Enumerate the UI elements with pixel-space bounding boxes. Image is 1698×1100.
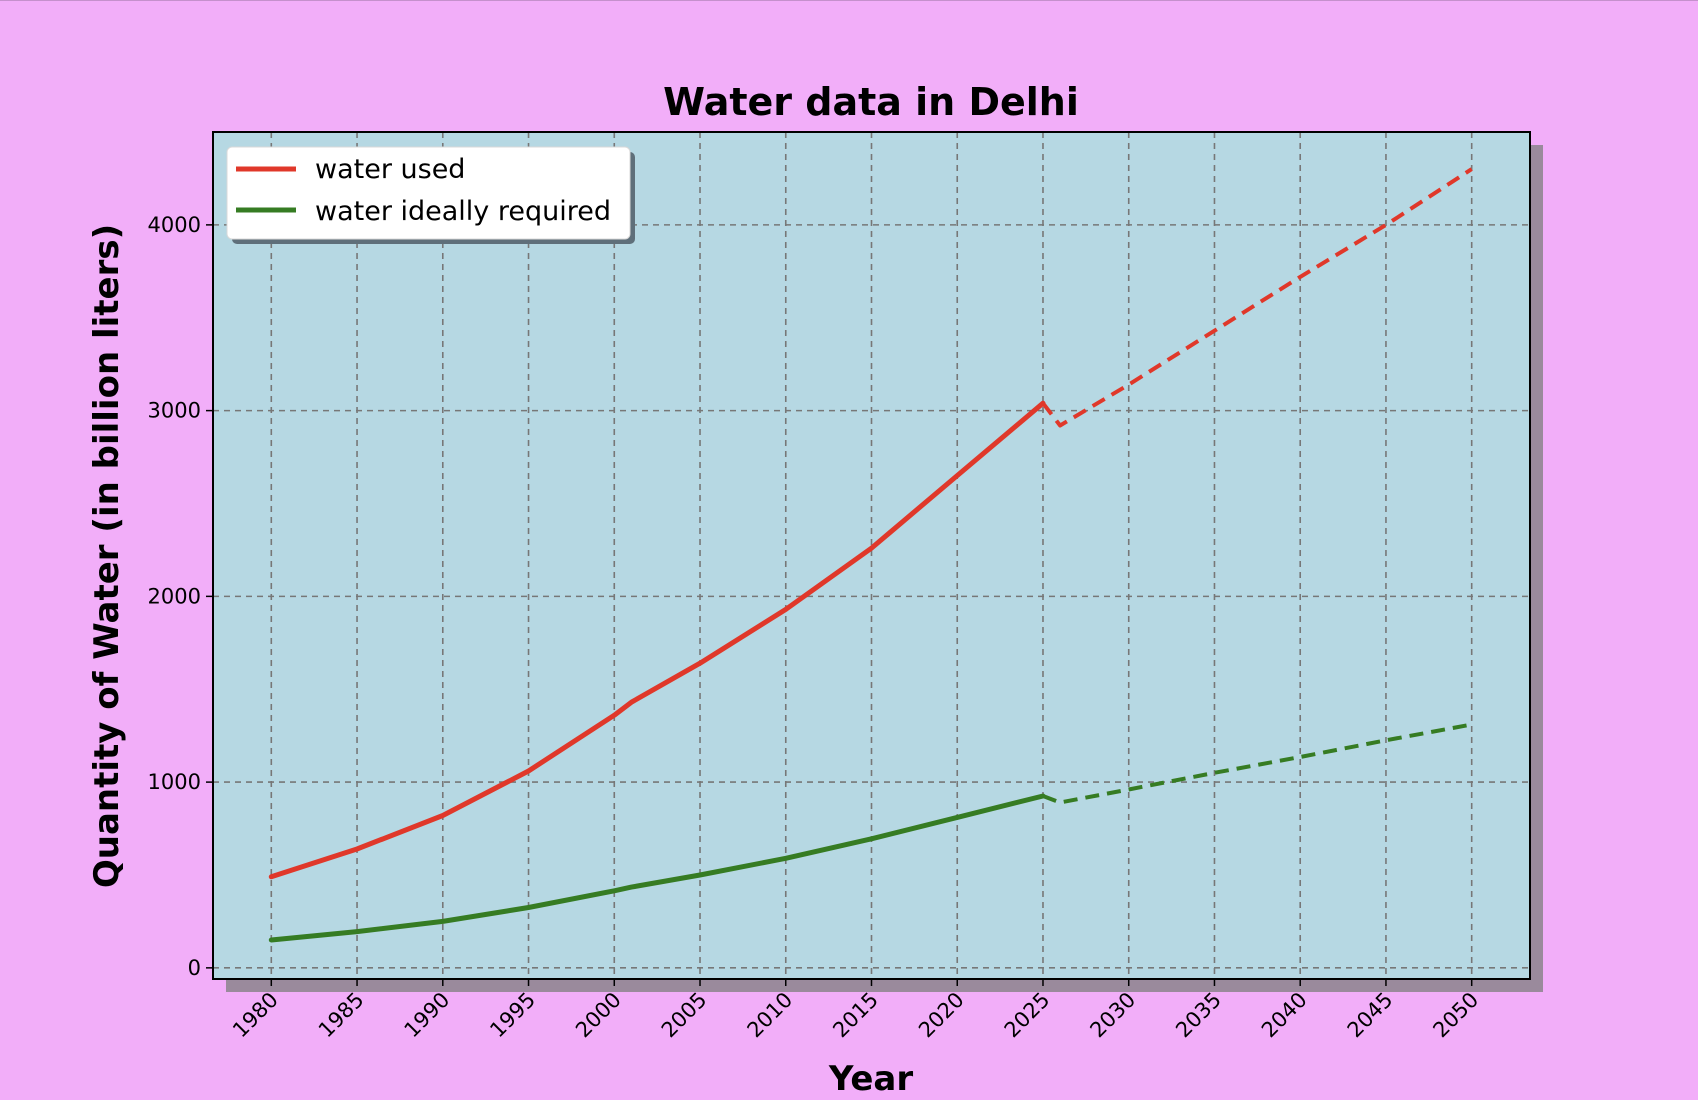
legend-label-water-ideally-required: water ideally required <box>315 196 611 227</box>
series-lines <box>268 167 1473 943</box>
grid <box>213 132 1530 979</box>
chart-title: Water data in Delhi <box>663 80 1079 124</box>
legend-label-water-used: water used <box>315 154 465 185</box>
y-tick-label: 4000 <box>148 213 201 237</box>
series-line <box>268 400 1046 880</box>
legend-box <box>226 146 631 240</box>
y-tick-label: 3000 <box>148 399 201 423</box>
x-axis-label: Year <box>828 1059 914 1099</box>
y-tick-label: 0 <box>188 956 201 980</box>
series-line <box>268 793 1046 943</box>
y-axis-label: Quantity of Water (in billion liters) <box>87 224 127 888</box>
y-axis-ticks: 0 1000 2000 3000 4000 <box>148 213 213 980</box>
legend: water used water ideally required <box>226 146 635 244</box>
y-tick-label: 2000 <box>148 584 201 608</box>
y-tick-label: 1000 <box>148 770 201 794</box>
series-line <box>1041 167 1473 428</box>
